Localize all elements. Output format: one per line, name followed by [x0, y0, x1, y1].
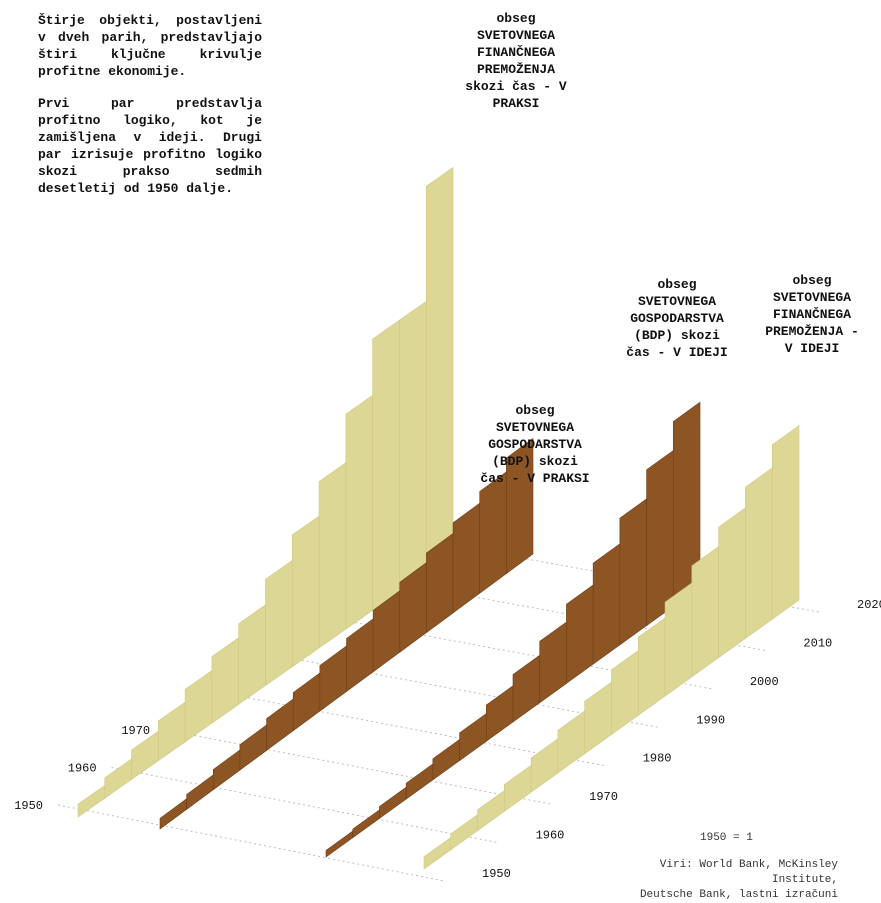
bar-s3-1990	[539, 621, 567, 704]
chart-ticks: 1950 1960 1970 1950 1960 1970 1980 1990 2000 2010…	[14, 598, 881, 881]
intro-paragraph-2: Prvi par predstavlja profitno logiko, ko…	[38, 96, 262, 196]
bar-s1-1975	[211, 637, 240, 724]
bar-s3-1970	[432, 738, 460, 781]
tick-front-1980: 1980	[643, 752, 672, 766]
bar-s3-1975	[459, 712, 487, 762]
bar-s4-2015	[771, 424, 800, 620]
tick-front-1970: 1970	[589, 790, 618, 804]
tick-front-1960: 1960	[536, 829, 565, 843]
bar-s1-1960	[131, 730, 159, 781]
label-gdp-idea: obseg SVETOVNEGA GOSPODARSTVA (BDP) skoz…	[626, 277, 728, 360]
tick-front-1990: 1990	[696, 713, 725, 727]
bar-s4-2005	[718, 507, 746, 659]
tick-front-2010: 2010	[803, 636, 832, 650]
bar-s4-1970	[530, 738, 559, 793]
tick-back-1970: 1970	[121, 724, 150, 738]
bar-s2-1980	[319, 645, 347, 712]
label-finance-practice: obseg SVETOVNEGA FINANČNEGA PREMOŽENJA s…	[465, 11, 567, 111]
chart-bars	[77, 166, 800, 870]
intro-paragraph-1: Štirje objekti, postavljeni v dveh parih…	[38, 13, 262, 79]
bar-s4-1955	[450, 814, 478, 851]
bar-s4-2010	[745, 467, 773, 640]
bar-s3-1955	[352, 809, 380, 839]
bar-s1-1950	[77, 784, 106, 818]
tick-front-1950: 1950	[482, 867, 511, 881]
bar-s1-1970	[184, 670, 213, 743]
tick-back-1960: 1960	[68, 761, 97, 775]
bar-s4-1950	[423, 837, 452, 870]
bar-s2-1955	[186, 774, 214, 810]
bar-s4-1995	[664, 582, 693, 697]
bar-s2-2015	[506, 437, 534, 575]
bar-s3-2000	[592, 543, 621, 665]
bar-s4-1985	[611, 650, 639, 736]
bar-s4-2000	[691, 546, 719, 678]
label-finance-idea: obseg SVETOVNEGA FINANČNEGA PREMOŽENJA -…	[765, 273, 859, 356]
bar-s1-2005	[372, 319, 400, 611]
bar-s1-1980	[238, 604, 266, 705]
bar-s2-1965	[239, 724, 267, 771]
tick-front-2020: 2020	[857, 598, 881, 612]
baseline-note: 1950 = 1	[700, 832, 753, 844]
bar-s2-1985	[346, 618, 374, 693]
intro-text: Štirje objekti, postavljeni v dveh parih…	[38, 12, 262, 212]
bar-s3-1985	[512, 654, 541, 723]
bar-s4-1965	[504, 764, 532, 812]
series-3	[325, 401, 701, 858]
series-2	[159, 437, 534, 830]
bar-s3-1960	[379, 786, 407, 820]
bar-s1-1995	[318, 462, 347, 649]
bar-s2-1960	[212, 749, 241, 791]
bar-s3-1980	[485, 685, 514, 742]
grid-line-1980	[218, 691, 605, 767]
bar-s1-1965	[158, 701, 186, 762]
tick-front-2000: 2000	[750, 675, 779, 689]
label-gdp-practice: obseg SVETOVNEGA GOSPODARSTVA (BDP) skoz…	[480, 403, 590, 486]
bar-s1-2015	[425, 166, 454, 574]
bar-s2-1975	[292, 672, 321, 732]
series-1	[77, 166, 454, 818]
bar-s4-1980	[584, 681, 612, 755]
bar-s4-1990	[637, 617, 666, 716]
bar-s2-1950	[159, 798, 187, 830]
bar-s3-1965	[405, 763, 434, 800]
tick-back-1950: 1950	[14, 799, 43, 813]
bar-s4-1960	[477, 790, 505, 832]
sources-note: Viri: World Bank, McKinsley Institute, D…	[639, 859, 838, 901]
bar-s2-2005	[452, 502, 481, 614]
bar-s3-2005	[619, 498, 647, 646]
bar-s2-2010	[479, 471, 507, 594]
bar-s4-1975	[557, 710, 586, 774]
series-4	[423, 424, 800, 870]
bar-s1-1990	[291, 515, 320, 668]
bar-s1-2010	[399, 300, 427, 593]
bar-s1-1955	[104, 758, 132, 799]
bar-s2-1970	[266, 698, 294, 752]
grid-line-1970	[165, 729, 552, 805]
bar-s3-1950	[325, 830, 354, 858]
grid-line-1950	[57, 804, 445, 882]
grid-line-1960	[111, 766, 498, 844]
bar-s1-2000	[345, 394, 373, 630]
bar-s1-1985	[265, 559, 293, 687]
bar-s3-1995	[566, 584, 594, 685]
